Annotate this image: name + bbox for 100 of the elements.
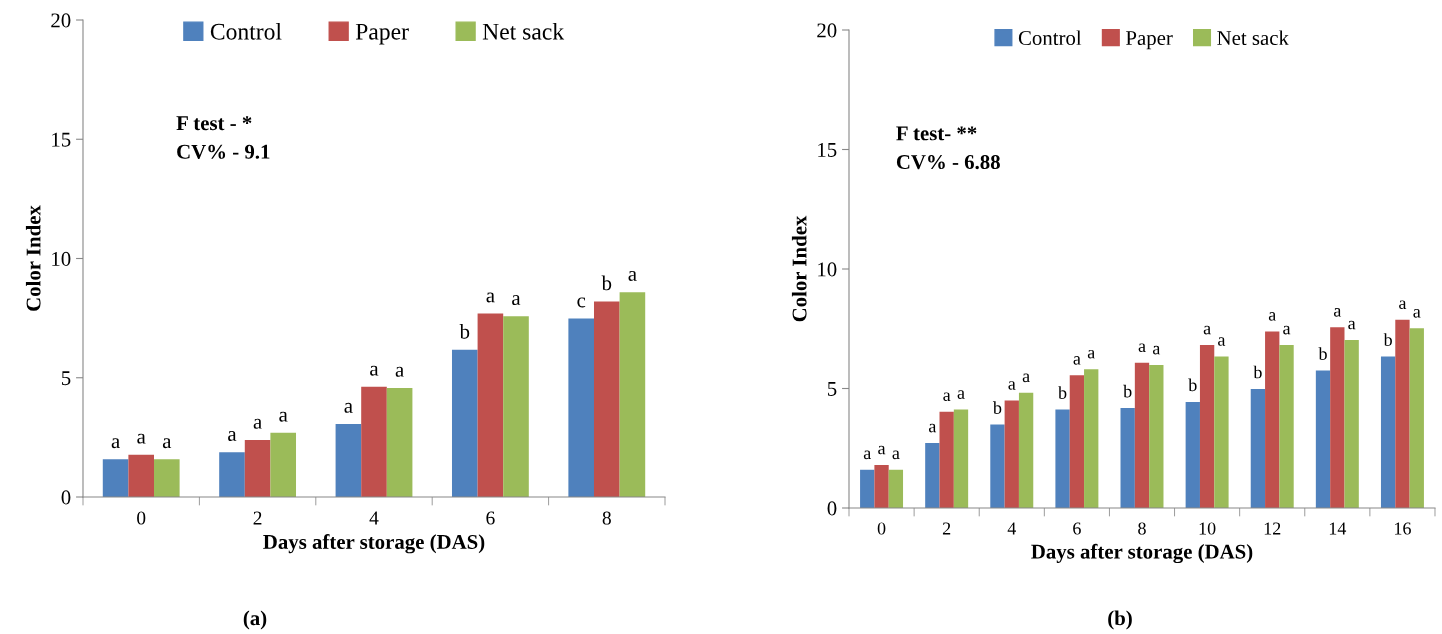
data-label: a [878,445,886,455]
bar [1214,356,1229,508]
bar [925,442,940,508]
data-label: a [1152,345,1161,355]
data-label: a [1348,320,1356,330]
legend-label: Net sack [482,23,565,40]
data-label: b [1383,333,1392,346]
bar [1185,401,1200,508]
bar [594,301,620,497]
y-tick-label: 0 [61,490,71,505]
bar [1149,365,1164,508]
x-tick-label: 2 [253,511,262,525]
data-label: a [1399,300,1407,310]
data-label: b [1188,378,1197,392]
bar [1055,409,1070,508]
legend-label: Control [1018,30,1082,46]
data-label: a [1073,356,1081,365]
data-label: a [1218,337,1226,346]
y-tick-label: 10 [818,262,837,277]
bar [1199,345,1215,508]
bar [386,388,413,497]
x-tick-label: 10 [1199,522,1216,535]
bar [477,313,504,497]
data-label: a [863,450,871,460]
bar [1018,392,1034,508]
bar [1315,370,1331,508]
bar [888,469,904,508]
y-tick-label: 5 [61,371,71,386]
data-label: a [228,431,237,441]
bar [990,424,1005,508]
legend-label: Paper [355,23,409,45]
bar [270,432,297,497]
data-label: a [111,438,120,449]
y-axis-title: Color Index [791,215,807,322]
bar [619,292,646,497]
data-label: a [512,295,521,306]
x-tick-label: 6 [1073,522,1081,535]
bar [154,459,180,497]
data-label: a [1087,349,1095,359]
bar [102,459,129,497]
bar [1395,319,1410,508]
text: (b) [1108,610,1132,630]
bar [568,318,594,497]
data-label: a [892,450,900,460]
data-label: a [1283,325,1291,335]
bar [1344,339,1359,508]
annotation: F test - * [176,116,252,131]
data-label: a [1413,309,1421,318]
data-label: a [1268,312,1276,321]
bar [860,469,875,508]
legend-label: Net sack [1217,30,1289,46]
data-label: b [1318,347,1327,360]
x-tick-label: 4 [1007,522,1017,535]
y-tick-label: 20 [51,13,71,28]
data-label: a [957,390,965,399]
bar [451,349,478,497]
data-label: a [253,418,262,429]
y-tick-label: 10 [52,251,71,266]
legend-label: Control [210,23,282,40]
x-tick-label: 0 [877,522,886,535]
x-tick-label: 2 [942,522,951,535]
data-label: a [628,270,637,281]
data-label: a [344,402,353,413]
y-tick-label: 15 [52,132,71,147]
data-label: a [279,411,288,422]
y-axis-title: Color Index [25,205,41,311]
data-label: a [1203,325,1211,335]
bar [361,386,387,497]
bar [1069,375,1085,508]
x-tick-label: 14 [1329,522,1347,535]
bar [1279,345,1294,508]
x-tick-label: 16 [1395,522,1411,535]
y-tick-label: 20 [817,23,837,38]
bar [874,464,889,508]
data-label: a [162,438,172,449]
y-tick-label: 15 [818,142,837,157]
bar [1409,328,1424,508]
data-label: a [395,366,404,377]
data-label: a [137,433,146,444]
data-label: a [1138,343,1146,353]
x-tick-label: 12 [1264,522,1281,535]
annotation: CV% - 6.88 [896,155,1000,170]
data-label: b [601,275,612,291]
data-label: b [459,324,470,339]
bar [128,454,154,497]
data-label: a [370,365,379,376]
x-tick-label: 0 [137,511,146,525]
data-label: b [1123,384,1132,398]
x-axis-title: Days after storage (DAS) [1031,543,1253,564]
x-tick-label: 6 [486,511,495,525]
data-label: b [992,401,1002,414]
x-tick-label: 4 [369,511,379,525]
bar [1134,362,1150,508]
legend-label: Paper [1126,31,1173,50]
bar [1250,388,1266,508]
bar [503,316,529,497]
data-label: a [1022,373,1030,383]
bar [1084,369,1099,508]
text: (a) [243,610,267,630]
bar [219,452,245,497]
